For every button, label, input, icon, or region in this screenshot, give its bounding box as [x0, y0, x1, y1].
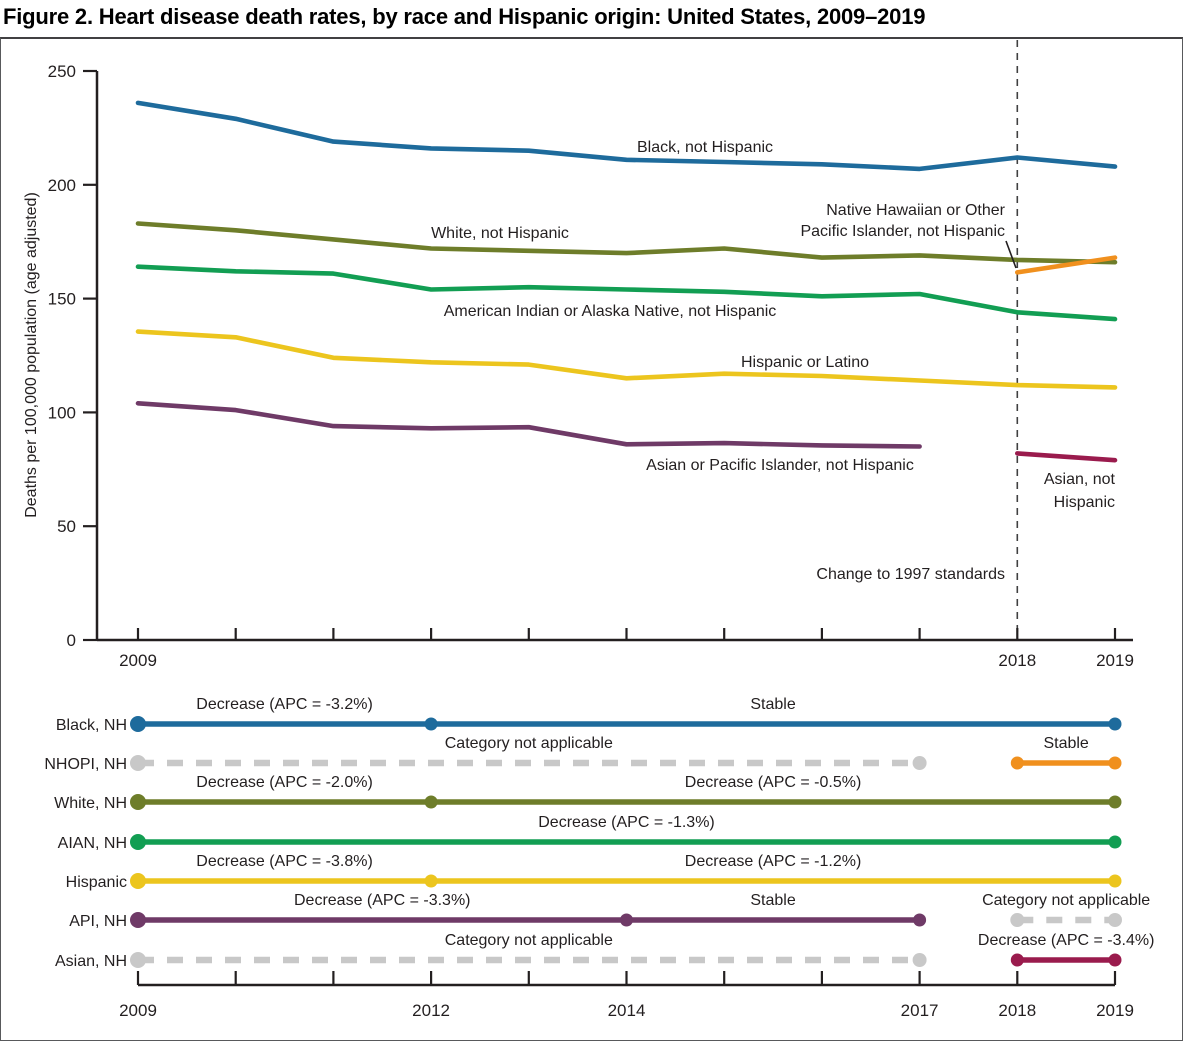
trend-x-label-2019: 2019 — [1096, 1001, 1134, 1020]
main-chart: 0 50 100 150 200 250 Deaths per 100,000 popula… — [23, 40, 1134, 670]
trend-aian-nh-dot-2009 — [130, 834, 146, 850]
trend-row-hispanic: Hispanic Decrease (APC = -3.8%) Decrease (… — [66, 853, 1122, 891]
series-hispanic-line — [135, 329, 1118, 390]
trend-white-nh-dot-2009 — [130, 794, 146, 810]
series-asian-nh-line — [1014, 451, 1118, 463]
series-black-nh-line — [135, 100, 1118, 172]
series-aian-nh-line — [135, 264, 1118, 322]
trend-aian-nh-dot-2019 — [1108, 835, 1122, 849]
trend-row-label-hispanic: Hispanic — [66, 874, 127, 891]
trend-nhopi-nh-dot-2019 — [1108, 756, 1122, 770]
trend-hispanic-label-2: Decrease (APC = -1.2%) — [685, 853, 862, 870]
trend-hispanic-label-1: Decrease (APC = -3.8%) — [196, 853, 373, 870]
annotation-label-aian-nh: American Indian or Alaska Native, not Hi… — [444, 303, 777, 320]
trend-row-label-nhopi-nh: NHOPI, NH — [44, 756, 127, 773]
annotation-label-api-nh: Asian or Pacific Islander, not Hispanic — [646, 457, 914, 474]
x-tick-label-2009: 2009 — [119, 651, 157, 670]
trend-nhopi-nh-label-1: Category not applicable — [445, 735, 613, 752]
trend-black-nh-dot-2019 — [1108, 717, 1122, 731]
y-tick-label-150: 150 — [48, 290, 76, 309]
annotation-label-refline: Change to 1997 standards — [816, 566, 1005, 583]
y-tick-label-200: 200 — [48, 176, 76, 195]
trend-row-label-asian-nh: Asian, NH — [55, 953, 127, 970]
x-tick-label-2019: 2019 — [1096, 651, 1134, 670]
trend-row-nhopi-nh: NHOPI, NH Category not applicable Stable — [44, 735, 1122, 773]
trend-row-label-black-nh: Black, NH — [56, 717, 127, 734]
trend-api-nh-dot-2009 — [130, 912, 146, 928]
trend-api-nh-dot-2017 — [913, 913, 927, 927]
trend-black-nh-label-1: Decrease (APC = -3.2%) — [196, 696, 373, 713]
nhopi-pointer-line — [1005, 240, 1017, 269]
trend-asian-nh-label-2: Decrease (APC = -3.4%) — [978, 932, 1155, 949]
series-api-nh-line — [135, 400, 922, 449]
trend-nhopi-nh-dot-2017 — [912, 756, 927, 770]
y-tick-label-250: 250 — [48, 62, 76, 81]
trend-row-label-white-nh: White, NH — [54, 795, 127, 812]
annotation-label-asian-line1: Asian, not — [1044, 471, 1116, 488]
series-white-nh-line — [135, 221, 1118, 265]
trend-hispanic-dot-2019 — [1108, 874, 1122, 888]
annotation-label-white-nh: White, not Hispanic — [431, 225, 569, 242]
trend-aian-nh-label-1: Decrease (APC = -1.3%) — [538, 814, 715, 831]
annotation-label-hispanic: Hispanic or Latino — [741, 354, 869, 371]
trend-x-label-2012: 2012 — [412, 1001, 450, 1020]
annotation-label-black-nh: Black, not Hispanic — [637, 139, 773, 156]
trend-row-api-nh: API, NH Decrease (APC = -3.3%) Stable Categ… — [69, 892, 1150, 930]
trend-asian-nh-dot-2009 — [130, 952, 146, 968]
trend-row-black-nh: Black, NH Decrease (APC = -3.2%) Stable — [56, 696, 1122, 734]
trend-api-nh-dot-2019 — [1108, 913, 1122, 927]
trend-api-nh-label-3: Category not applicable — [982, 892, 1150, 909]
y-axis-title: Deaths per 100,000 population (age adjus… — [23, 192, 40, 518]
trend-api-nh-label-1: Decrease (APC = -3.3%) — [294, 892, 471, 909]
trend-asian-nh-dot-2019 — [1108, 953, 1122, 967]
trend-nhopi-nh-label-2: Stable — [1043, 735, 1088, 752]
trend-x-label-2009: 2009 — [119, 1001, 157, 1020]
trend-black-nh-dot-2012 — [424, 717, 438, 731]
trend-x-label-2017: 2017 — [901, 1001, 939, 1020]
trend-white-nh-dot-2012 — [424, 795, 438, 809]
trend-white-nh-label-1: Decrease (APC = -2.0%) — [196, 774, 373, 791]
trend-api-nh-dot-2018 — [1010, 913, 1025, 927]
trend-asian-nh-label-1: Category not applicable — [445, 932, 613, 949]
trend-asian-nh-dot-2017 — [912, 953, 927, 967]
trend-api-nh-dot-2014 — [620, 913, 633, 927]
trend-x-label-2018: 2018 — [998, 1001, 1036, 1020]
figure-frame — [0, 37, 1183, 1041]
y-tick-label-0: 0 — [67, 631, 76, 650]
trend-row-white-nh: White, NH Decrease (APC = -2.0%) Decrease … — [54, 774, 1122, 812]
annotation-label-nhopi-line2: Pacific Islander, not Hispanic — [800, 223, 1005, 240]
trend-nhopi-nh-dot-2018 — [1010, 756, 1024, 770]
trend-row-label-api-nh: API, NH — [69, 913, 127, 930]
figure-title: Figure 2. Heart disease death rates, by … — [3, 4, 926, 29]
trend-white-nh-dot-2019 — [1108, 795, 1122, 809]
trend-row-asian-nh: Asian, NH Category not applicable Decrease… — [55, 932, 1154, 970]
trend-hispanic-dot-2012 — [424, 874, 438, 888]
y-tick-label-50: 50 — [57, 517, 76, 536]
trend-hispanic-dot-2009 — [130, 873, 146, 889]
trend-white-nh-label-2: Decrease (APC = -0.5%) — [685, 774, 862, 791]
y-tick-label-100: 100 — [48, 403, 76, 422]
trend-row-label-aian-nh: AIAN, NH — [58, 835, 127, 852]
trend-black-nh-label-2: Stable — [750, 696, 795, 713]
annotation-label-asian-line2: Hispanic — [1054, 494, 1115, 511]
trend-asian-nh-dot-2018 — [1010, 953, 1024, 967]
x-tick-label-2018: 2018 — [998, 651, 1036, 670]
trend-row-aian-nh: AIAN, NH Decrease (APC = -1.3%) — [58, 814, 1122, 852]
series-nhopi-nh-line — [1014, 255, 1118, 275]
annotation-label-nhopi-line1: Native Hawaiian or Other — [826, 202, 1005, 219]
trend-black-nh-dot-2009 — [130, 716, 146, 732]
trend-nhopi-nh-dot-2009 — [130, 755, 146, 771]
trend-x-label-2014: 2014 — [608, 1001, 646, 1020]
trend-api-nh-label-2: Stable — [750, 892, 795, 909]
